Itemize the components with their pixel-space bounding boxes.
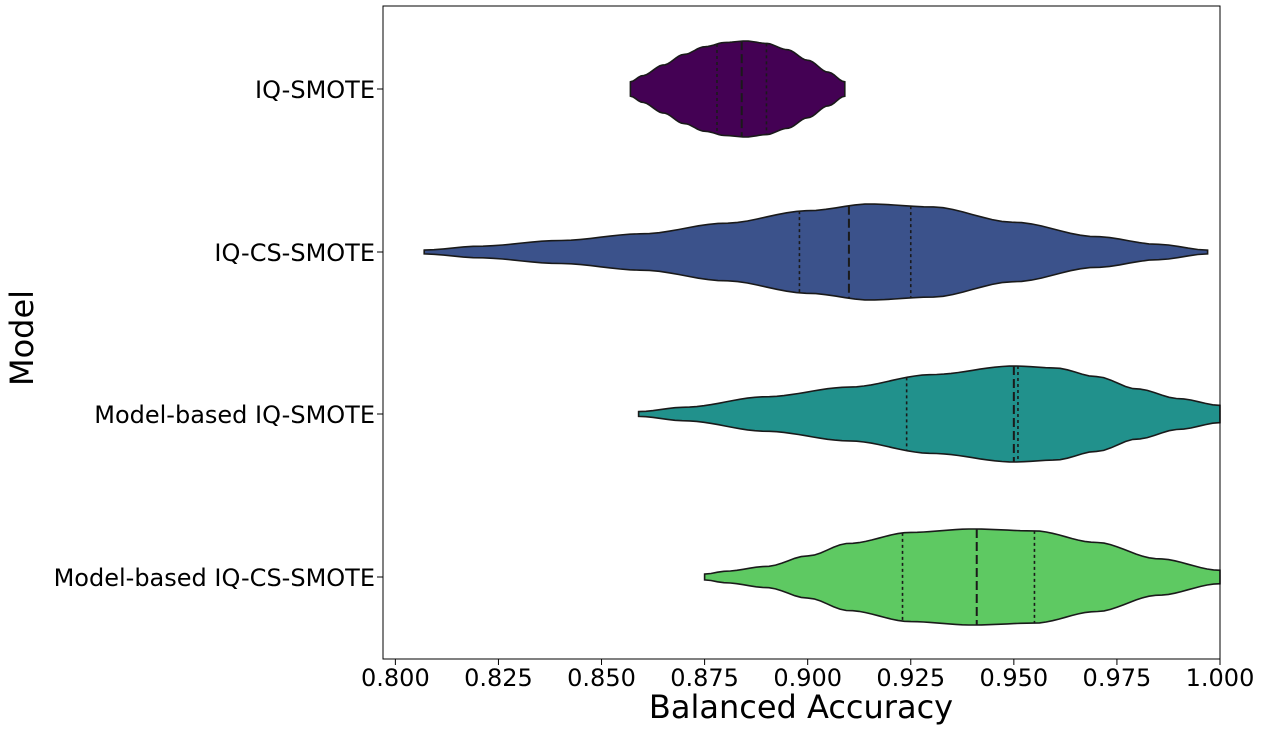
y-axis-ticks: IQ-SMOTE IQ-CS-SMOTE Model-based IQ-SMOTE M… [54,76,383,592]
y-axis-title: Model [3,290,41,386]
x-tick-label: 0.825 [464,664,533,692]
x-axis-title: Balanced Accuracy [649,688,953,726]
y-tick-label: Model-based IQ-SMOTE [94,401,375,429]
x-tick-label: 0.800 [361,664,430,692]
x-tick-label: 1.000 [1186,664,1255,692]
x-tick-label: 0.975 [1083,664,1152,692]
violins-layer [423,40,1221,626]
violin-3 [637,365,1221,463]
y-tick-label: Model-based IQ-CS-SMOTE [54,564,375,592]
x-tick-label: 0.950 [979,664,1048,692]
x-axis-ticks: 0.800 0.825 0.850 0.875 0.900 0.925 0.950 0.975… [361,659,1254,692]
violin-4 [703,528,1221,626]
x-tick-label: 0.850 [567,664,636,692]
violin-1 [629,40,846,138]
plot-area-frame [382,5,1221,660]
x-tick-label: 0.900 [773,664,842,692]
violin-2 [423,203,1209,301]
y-tick-label: IQ-SMOTE [255,76,375,104]
y-tick-label: IQ-CS-SMOTE [214,239,375,267]
x-tick-label: 0.925 [876,664,945,692]
quartile-lines-layer [716,41,1036,625]
x-tick-label: 0.875 [670,664,739,692]
